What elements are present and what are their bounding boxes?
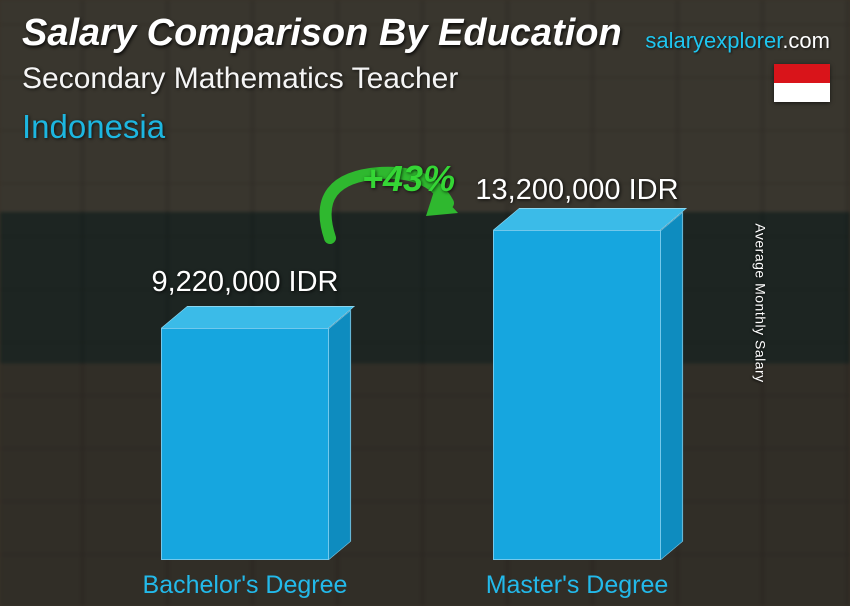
bar-label: Bachelor's Degree	[120, 571, 370, 600]
bar-side-face	[329, 310, 351, 560]
bar-chart: +43% 9,220,000 IDR Bachelor's Degree 13,…	[0, 150, 850, 606]
brand-name: salaryexplorer	[645, 28, 782, 53]
bar-masters-wrap: 13,200,000 IDR Master's Degree	[452, 230, 702, 560]
bar-side-face	[661, 212, 683, 560]
brand-suffix: .com	[782, 28, 830, 53]
brand-logo: salaryexplorer.com	[645, 28, 830, 54]
bar-masters	[493, 230, 661, 560]
bar-top-face	[493, 208, 687, 230]
bar-top-face	[161, 306, 355, 328]
flag-bottom-stripe	[774, 83, 830, 102]
subtitle: Secondary Mathematics Teacher	[22, 62, 458, 96]
flag-icon	[774, 64, 830, 102]
country-label: Indonesia	[22, 108, 165, 146]
bar-front-face	[493, 230, 661, 560]
bar-bachelors	[161, 328, 329, 560]
bar-value: 9,220,000 IDR	[85, 266, 405, 299]
flag-top-stripe	[774, 64, 830, 83]
bar-label: Master's Degree	[452, 571, 702, 600]
page-title: Salary Comparison By Education	[22, 12, 622, 55]
bar-bachelors-wrap: 9,220,000 IDR Bachelor's Degree	[120, 328, 370, 560]
bar-front-face	[161, 328, 329, 560]
bar-value: 13,200,000 IDR	[417, 174, 737, 207]
content-area: Salary Comparison By Education Secondary…	[0, 0, 850, 606]
